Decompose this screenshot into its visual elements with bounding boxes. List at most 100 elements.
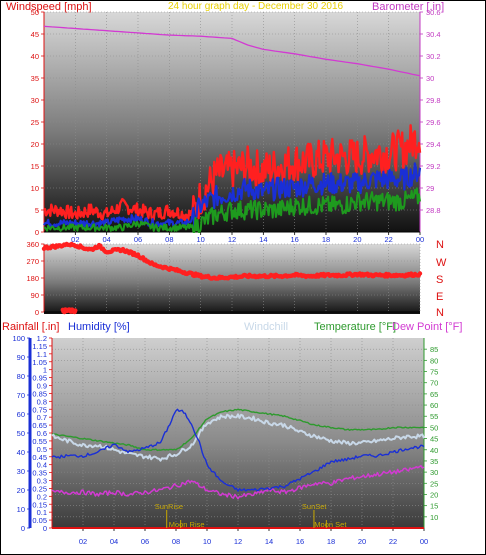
dir-letter-s: S <box>436 274 443 286</box>
dir-y-tick-label: 90 <box>31 291 39 300</box>
dewpoint-label: Dew Point [°F] <box>392 321 462 333</box>
wind-avg-line <box>43 187 421 233</box>
barometer-line <box>43 25 421 77</box>
rain-y-tick-label: 1.15 <box>32 342 47 351</box>
wind-y-tick-label: 5 <box>35 206 39 215</box>
wind-y-tick-label: 0 <box>35 228 39 237</box>
chart-marks: 02 04 06 08 10 12 14 16 18 20 22 000510152025303540… <box>12 8 440 546</box>
wind-y-tick-label: 25 <box>31 118 39 127</box>
baro-y-tick-label: 29.8 <box>426 96 441 105</box>
temp-y-tick-label: 15 <box>430 502 438 511</box>
temperature-label: Temperature [°F] <box>314 321 396 333</box>
wind-x-tick-label: 20 <box>353 235 361 244</box>
dir-y-tick-label: 360 <box>26 240 39 249</box>
baro-y-tick-label: 30.4 <box>426 30 441 39</box>
rain-y-tick-label: 0.85 <box>32 389 47 398</box>
humidity-y-tick-label: 0 <box>21 524 25 533</box>
wind-y-tick-label: 10 <box>31 184 39 193</box>
temp-x-tick-label: 00 <box>420 537 428 546</box>
dewpoint-line <box>51 464 425 500</box>
baro-y-tick-label: 28.8 <box>426 206 441 215</box>
wind-y-tick-label: 20 <box>31 140 39 149</box>
dir-y-tick-label: 270 <box>26 257 39 266</box>
rain-y-tick-label: 0.75 <box>32 405 47 414</box>
wind-x-tick-label: 12 <box>228 235 236 244</box>
wind-direction-point <box>73 308 78 313</box>
wind-y-tick-label: 15 <box>31 162 39 171</box>
baro-y-tick-label: 29.6 <box>426 118 441 127</box>
temp-y-tick-label: 75 <box>430 368 438 377</box>
wind-x-tick-label: 00 <box>416 235 424 244</box>
rain-y-tick-label: 0 <box>43 524 47 533</box>
humidity-y-tick-label: 90 <box>17 353 25 362</box>
temp-y-tick-label: 50 <box>430 423 438 432</box>
wind-x-tick-label: 22 <box>384 235 392 244</box>
humidity-label: Humidity [%] <box>68 321 130 333</box>
humidity-y-tick-label: 80 <box>17 372 25 381</box>
wind-y-tick-label: 50 <box>31 8 39 17</box>
baro-y-tick-label: 29.4 <box>426 140 441 149</box>
temp-x-tick-label: 06 <box>141 537 149 546</box>
temp-y-tick-label: 85 <box>430 345 438 354</box>
rain-y-tick-label: 0.1 <box>37 508 47 517</box>
rain-y-tick-label: 0.65 <box>32 421 47 430</box>
wind-y-tick-label: 35 <box>31 74 39 83</box>
wind-gust-line <box>43 124 422 223</box>
temp-y-tick-label: 20 <box>430 490 438 499</box>
humidity-line <box>51 408 425 492</box>
dir-letter-w: W <box>436 257 447 269</box>
temp-y-tick-label: 40 <box>430 446 438 455</box>
dir-letter-n-bottom: N <box>436 307 444 319</box>
rain-y-tick-label: 0.2 <box>37 492 47 501</box>
humidity-y-tick-label: 70 <box>17 391 25 400</box>
rain-y-tick-label: 0.4 <box>37 461 47 470</box>
temp-x-tick-label: 12 <box>234 537 242 546</box>
dir-letter-e: E <box>436 291 443 303</box>
temp-x-tick-label: 10 <box>203 537 211 546</box>
graph-title: 24 hour graph day - December 30 2016 <box>168 1 344 12</box>
rain-y-tick-label: 0.6 <box>37 429 47 438</box>
wind-y-tick-label: 40 <box>31 52 39 61</box>
temp-y-tick-label: 55 <box>430 412 438 421</box>
wind-x-tick-label: 04 <box>102 235 110 244</box>
rain-y-tick-label: 1.1 <box>37 350 47 359</box>
temp-y-tick-label: 45 <box>430 435 438 444</box>
rain-y-tick-label: 0.9 <box>37 382 47 391</box>
rain-y-tick-label: 0.35 <box>32 469 47 478</box>
baro-y-tick-label: 29 <box>426 184 434 193</box>
temp-x-tick-label: 04 <box>110 537 118 546</box>
rain-y-tick-label: 0.45 <box>32 453 47 462</box>
baro-y-tick-label: 29.2 <box>426 162 441 171</box>
sunset-label: SunSet <box>302 502 328 511</box>
temp-x-tick-label: 16 <box>296 537 304 546</box>
humidity-y-tick-label: 30 <box>17 467 25 476</box>
baro-y-tick-label: 30.2 <box>426 52 441 61</box>
rain-y-tick-label: 0.7 <box>37 413 47 422</box>
sunrise-label: SunRise <box>155 502 183 511</box>
rain-y-tick-label: 0.05 <box>32 516 47 525</box>
temp-x-tick-label: 18 <box>327 537 335 546</box>
rain-y-tick-label: 1.05 <box>32 358 47 367</box>
windchill-label: Windchill <box>244 321 288 333</box>
temp-x-tick-label: 08 <box>172 537 180 546</box>
temp-y-tick-label: 60 <box>430 401 438 410</box>
rain-y-tick-label: 1 <box>43 366 47 375</box>
temperature-line <box>51 408 425 452</box>
wind-x-tick-label: 02 <box>71 235 79 244</box>
wind-x-tick-label: 10 <box>196 235 204 244</box>
temp-x-tick-label: 20 <box>358 537 366 546</box>
temp-x-tick-label: 22 <box>389 537 397 546</box>
temp-x-tick-label: 02 <box>79 537 87 546</box>
wind-x-tick-label: 06 <box>134 235 142 244</box>
rain-y-tick-label: 0.95 <box>32 374 47 383</box>
wind-x-tick-label: 08 <box>165 235 173 244</box>
wind-y-tick-label: 30 <box>31 96 39 105</box>
temp-y-tick-label: 10 <box>430 513 438 522</box>
rain-y-tick-label: 1.2 <box>37 334 47 343</box>
temp-y-tick-label: 30 <box>430 468 438 477</box>
temp-y-tick-label: 35 <box>430 457 438 466</box>
temp-y-tick-label: 70 <box>430 379 438 388</box>
humidity-y-tick-label: 100 <box>12 334 25 343</box>
temp-y-tick-label: 80 <box>430 356 438 365</box>
